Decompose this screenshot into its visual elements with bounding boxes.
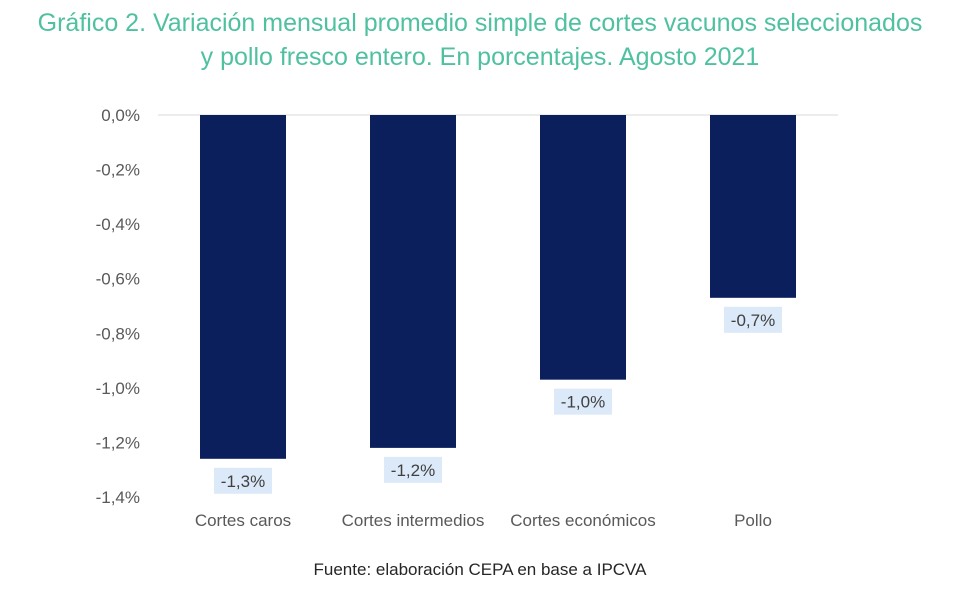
y-tick-label: 0,0%: [101, 106, 140, 125]
data-label: -1,0%: [561, 393, 605, 412]
chart-title: Gráfico 2. Variación mensual promedio si…: [0, 6, 960, 74]
chart-title-line-1: Gráfico 2. Variación mensual promedio si…: [37, 9, 923, 37]
data-label-box: [384, 456, 442, 483]
data-label: -0,7%: [731, 311, 775, 330]
y-tick-label: -1,4%: [96, 488, 140, 507]
y-tick-label: -0,6%: [96, 270, 140, 289]
source-note: Fuente: elaboración CEPA en base a IPCVA: [313, 560, 647, 579]
category-label: Cortes económicos: [510, 511, 656, 530]
category-label: Cortes intermedios: [342, 511, 485, 530]
data-label-box: [554, 388, 612, 415]
data-label-box: [214, 467, 272, 494]
bar: [370, 115, 456, 448]
chart-title-line-2: y pollo fresco entero. En porcentajes. A…: [200, 43, 760, 71]
y-tick-label: -0,2%: [96, 161, 140, 180]
y-tick-label: -1,0%: [96, 379, 140, 398]
bar: [200, 115, 286, 459]
y-tick-label: -0,4%: [96, 215, 140, 234]
y-tick-label: -1,2%: [96, 433, 140, 452]
category-label: Pollo: [734, 511, 772, 530]
bar: [710, 115, 796, 298]
category-label: Cortes caros: [195, 511, 291, 530]
data-label-box: [724, 306, 782, 333]
bar: [540, 115, 626, 380]
y-tick-label: -0,8%: [96, 324, 140, 343]
data-label: -1,2%: [391, 461, 435, 480]
data-label: -1,3%: [221, 472, 265, 491]
